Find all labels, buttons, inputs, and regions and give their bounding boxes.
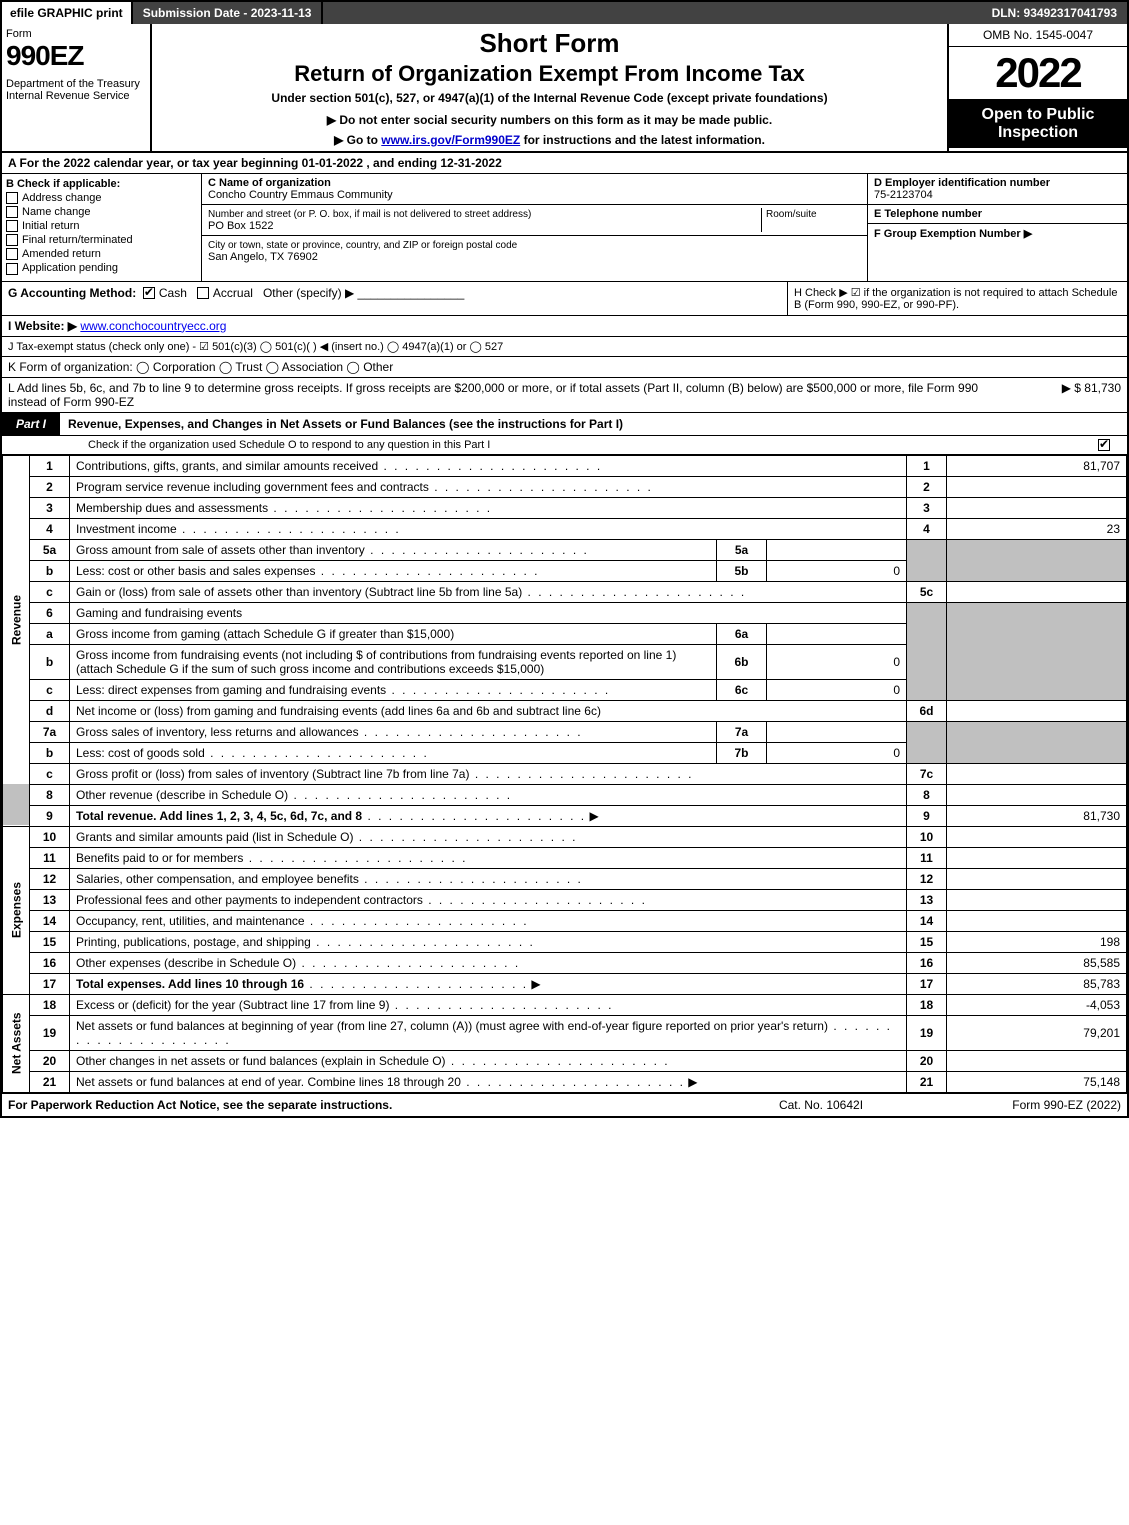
col-b-checkboxes: B Check if applicable: Address change Na… [2,174,202,281]
form-page: efile GRAPHIC print Submission Date - 20… [0,0,1129,1118]
chk-application-pending[interactable]: Application pending [6,262,197,274]
ein-label: D Employer identification number [874,177,1050,189]
h-check: H Check ▶ ☑ if the organization is not r… [787,282,1127,315]
tax-year: 2022 [949,47,1127,100]
city-state-zip: San Angelo, TX 76902 [208,251,318,263]
part1-checknote: Check if the organization used Schedule … [2,436,1127,455]
amt-4: 23 [947,518,1127,539]
form-word: Form [6,28,146,40]
amt-18: -4,053 [947,994,1127,1015]
chk-address-change[interactable]: Address change [6,192,197,204]
goto-note: ▶ Go to www.irs.gov/Form990EZ for instru… [156,133,943,147]
accounting-method: G Accounting Method: Cash Accrual Other … [2,282,787,315]
tel-label: E Telephone number [874,208,982,220]
part1-title: Revenue, Expenses, and Changes in Net As… [60,413,1127,435]
amt-1: 81,707 [947,455,1127,476]
omb-number: OMB No. 1545-0047 [949,24,1127,47]
header: Form 990EZ Department of the Treasury In… [2,24,1127,153]
form-ref: Form 990-EZ (2022) [921,1098,1121,1112]
header-center: Short Form Return of Organization Exempt… [152,24,947,151]
department: Department of the Treasury Internal Reve… [6,78,146,102]
header-left: Form 990EZ Department of the Treasury In… [2,24,152,151]
gross-receipts-amount: ▶ $ 81,730 [1001,381,1121,409]
chk-accrual[interactable] [197,287,209,299]
col-c-org-info: C Name of organization Concho Country Em… [202,174,867,281]
submission-date: Submission Date - 2023-11-13 [133,2,324,24]
row-g-h: G Accounting Method: Cash Accrual Other … [2,282,1127,316]
ein-value: 75-2123704 [874,189,933,201]
c-name-label: C Name of organization [208,177,331,189]
section-bcd: B Check if applicable: Address change Na… [2,174,1127,282]
amt-21: 75,148 [947,1071,1127,1092]
form-number: 990EZ [6,40,146,72]
paperwork-notice: For Paperwork Reduction Act Notice, see … [8,1098,721,1112]
dln-number: DLN: 93492317041793 [982,2,1127,24]
netassets-sidelabel: Net Assets [3,994,30,1092]
amt-16: 85,585 [947,952,1127,973]
part1-bar: Part I Revenue, Expenses, and Changes in… [2,413,1127,436]
room-label: Room/suite [766,209,817,220]
street-address: PO Box 1522 [208,220,273,232]
chk-schedule-o[interactable] [1098,439,1110,451]
b-label: B Check if applicable: [6,178,197,190]
irs-link[interactable]: www.irs.gov/Form990EZ [381,133,520,147]
revenue-sidelabel: Revenue [3,455,30,784]
col-d-ein: D Employer identification number 75-2123… [867,174,1127,281]
catalog-number: Cat. No. 10642I [721,1098,921,1112]
form-of-org-row: K Form of organization: ◯ Corporation ◯ … [2,357,1127,378]
amt-19: 79,201 [947,1015,1127,1050]
city-label: City or town, state or province, country… [208,240,517,251]
topbar: efile GRAPHIC print Submission Date - 20… [2,2,1127,24]
website-link[interactable]: www.conchocountryecc.org [80,319,226,333]
part1-tab: Part I [2,413,60,435]
page-footer: For Paperwork Reduction Act Notice, see … [2,1093,1127,1116]
efile-label: efile GRAPHIC print [2,2,133,24]
subtitle: Under section 501(c), 527, or 4947(a)(1)… [156,91,943,105]
chk-amended-return[interactable]: Amended return [6,248,197,260]
open-to-public: Open to Public Inspection [949,100,1127,148]
website-row: I Website: ▶ www.conchocountryecc.org [2,316,1127,337]
gross-receipts-row: L Add lines 5b, 6c, and 7b to line 9 to … [2,378,1127,413]
line-items-table: Revenue 1 Contributions, gifts, grants, … [2,455,1127,1093]
amt-15: 198 [947,931,1127,952]
tax-exempt-row: J Tax-exempt status (check only one) - ☑… [2,337,1127,357]
chk-name-change[interactable]: Name change [6,206,197,218]
title-main: Return of Organization Exempt From Incom… [156,61,943,87]
expenses-sidelabel: Expenses [3,826,30,994]
chk-initial-return[interactable]: Initial return [6,220,197,232]
org-name: Concho Country Emmaus Community [208,189,393,201]
chk-final-return[interactable]: Final return/terminated [6,234,197,246]
ssn-note: ▶ Do not enter social security numbers o… [156,113,943,127]
amt-17-total-expenses: 85,783 [947,973,1127,994]
group-label: F Group Exemption Number ▶ [874,228,1032,240]
amt-9-total-revenue: 81,730 [947,805,1127,826]
chk-cash[interactable] [143,287,155,299]
header-right: OMB No. 1545-0047 2022 Open to Public In… [947,24,1127,151]
row-a-calendar-year: A For the 2022 calendar year, or tax yea… [2,153,1127,174]
street-label: Number and street (or P. O. box, if mail… [208,209,531,220]
title-short-form: Short Form [156,28,943,59]
